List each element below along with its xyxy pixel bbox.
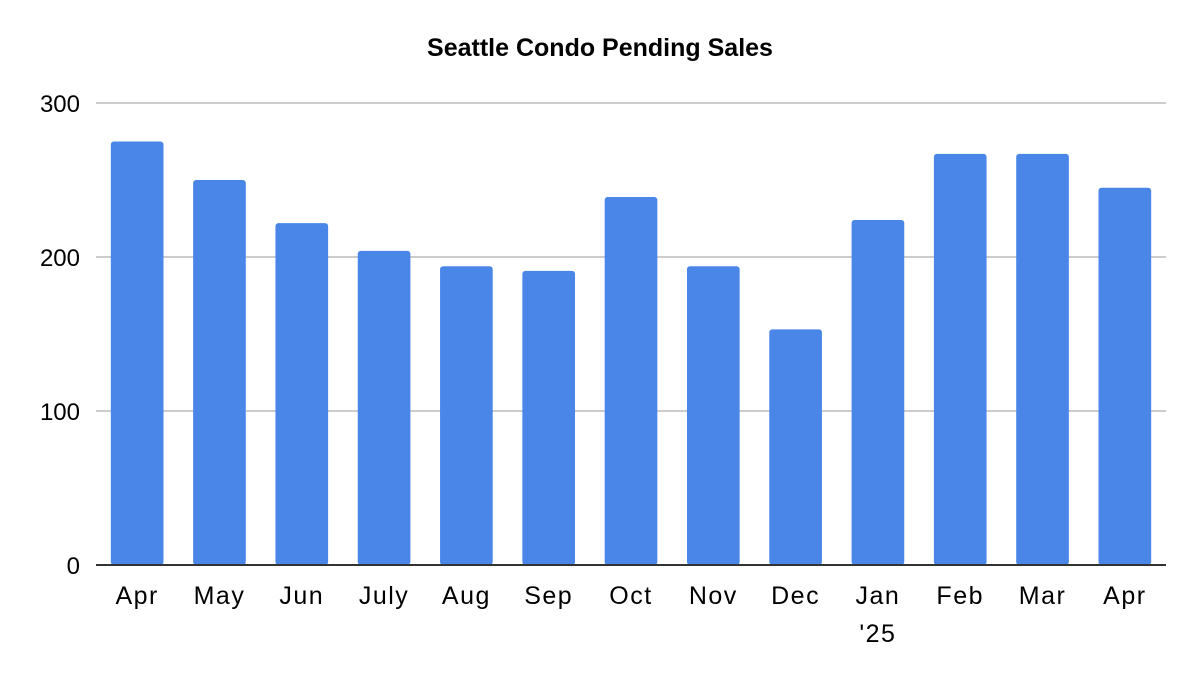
x-tick-label: Apr: [115, 582, 158, 610]
x-tick-label-line: Apr: [1103, 582, 1146, 610]
x-tick-label: May: [194, 582, 246, 610]
x-tick-label-line: Oct: [609, 582, 652, 610]
x-tick-label-line: Feb: [936, 582, 984, 610]
bar: [933, 153, 987, 565]
y-tick-label: 0: [67, 553, 80, 580]
bar: [686, 266, 740, 565]
bar: [604, 196, 658, 565]
x-tick-label-line: Dec: [771, 582, 820, 610]
bar: [769, 329, 822, 565]
x-tick-label-line: Aug: [442, 582, 491, 610]
x-tick-label-line: Sep: [524, 582, 573, 610]
bar: [1098, 187, 1152, 565]
x-tick-label: Nov: [689, 582, 738, 610]
x-tick-label: Sep: [524, 582, 573, 610]
y-tick-label: 200: [40, 245, 80, 272]
chart-title: Seattle Condo Pending Sales: [427, 34, 773, 62]
x-tick-label: July: [359, 582, 409, 610]
x-tick-label: Oct: [609, 582, 652, 610]
x-tick-label: Aug: [442, 582, 491, 610]
x-tick-label: Jun: [279, 582, 324, 610]
y-tick-label: 300: [40, 91, 80, 118]
x-axis-ticks: Apr May Jun July Aug Sep Oct Nov Dec Jan '25 Feb Mar…: [115, 582, 1146, 648]
bar: [522, 270, 576, 565]
bar: [851, 220, 905, 566]
x-tick-label: Dec: [771, 582, 820, 610]
x-tick-label-line: July: [359, 582, 409, 610]
x-tick-label: Apr: [1103, 582, 1146, 610]
y-tick-label: 100: [40, 399, 80, 426]
x-tick-label-line: Apr: [115, 582, 158, 610]
bars: [110, 141, 1152, 566]
bar: [357, 250, 411, 565]
bar: [110, 141, 164, 565]
bar: [440, 266, 493, 565]
x-tick-label-line: Mar: [1019, 582, 1067, 610]
x-tick-label-line: Jun: [279, 582, 324, 610]
x-tick-label-line: May: [194, 582, 246, 610]
x-tick-label-line: '25: [859, 620, 896, 648]
x-tick-label: Mar: [1019, 582, 1067, 610]
y-axis-ticks: 0 100 200 300: [40, 91, 80, 580]
bar: [1016, 153, 1069, 565]
x-tick-label-line: Jan: [856, 582, 901, 610]
x-tick-label-line: Nov: [689, 582, 738, 610]
x-tick-label: Jan '25: [856, 582, 901, 648]
bar: [193, 180, 246, 565]
bar: [275, 223, 329, 565]
x-tick-label: Feb: [936, 582, 984, 610]
